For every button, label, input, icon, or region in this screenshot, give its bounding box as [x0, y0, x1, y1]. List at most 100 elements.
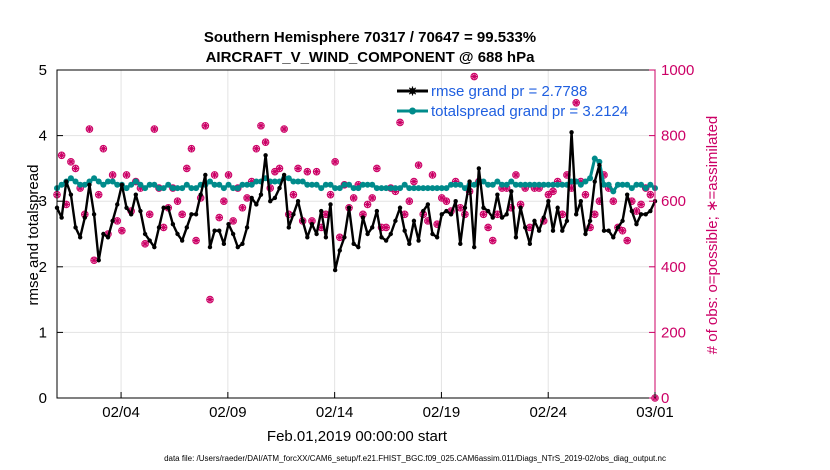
totalspread-marker — [332, 185, 339, 192]
obs-assimilated-marker — [549, 188, 557, 195]
obs-assimilated-marker — [545, 191, 552, 198]
totalspread-marker — [448, 181, 455, 188]
obs-assimilated-marker — [271, 168, 279, 175]
rmse-marker — [601, 228, 607, 233]
rmse-marker — [170, 221, 176, 227]
totalspread-marker — [165, 181, 172, 188]
obs-possible-marker — [405, 197, 414, 205]
obs-possible-marker — [312, 167, 321, 176]
totalspread-marker — [387, 185, 394, 192]
totalspread-marker — [72, 178, 79, 185]
obs-assimilated-marker — [86, 125, 93, 133]
right-axis: 0 200 400 600 800 1000 — [649, 62, 694, 407]
rmse-marker — [458, 241, 463, 247]
obs-possible-marker — [479, 210, 488, 219]
rmse-marker — [73, 225, 78, 230]
grid — [57, 69, 656, 399]
obs-possible-marker — [623, 236, 631, 245]
obs-possible-marker — [94, 190, 103, 199]
obs-assimilated-marker — [123, 171, 130, 179]
obs-assimilated-marker — [331, 158, 339, 166]
obs-assimilated-marker — [410, 178, 418, 185]
rmse-marker — [128, 212, 134, 217]
rmse-marker — [370, 225, 375, 230]
obs-assimilated-marker — [90, 257, 98, 264]
rmse-marker — [434, 235, 440, 240]
totalspread-marker — [633, 181, 640, 188]
rmse-marker — [629, 208, 635, 214]
rmse-marker — [546, 199, 551, 204]
plot-area — [53, 69, 659, 402]
totalspread-marker — [155, 185, 162, 192]
rmse-marker — [189, 212, 194, 217]
totalspread-marker — [508, 178, 515, 185]
rmse-line — [55, 131, 657, 272]
rmse-marker — [101, 231, 106, 237]
obs-possible-marker — [108, 171, 117, 179]
totalspread-marker — [322, 181, 329, 188]
totalspread-marker — [336, 185, 343, 192]
rmse-series — [54, 130, 658, 273]
obs-possible-marker — [118, 226, 126, 235]
totalspread-marker — [304, 181, 311, 188]
totalspread-marker — [438, 185, 445, 192]
obs-possible-marker — [238, 203, 247, 212]
obs-assimilated-marker — [183, 165, 190, 172]
y-right-tick-label: 1000 — [661, 62, 694, 79]
totalspread-marker — [193, 185, 200, 192]
totalspread-marker — [628, 185, 635, 192]
rmse-marker — [518, 205, 523, 210]
rmse-marker — [495, 192, 500, 197]
totalspread-marker — [104, 178, 111, 185]
rmse-marker — [77, 235, 83, 240]
totalspread-marker — [647, 181, 654, 188]
obs-assimilated-marker — [369, 194, 376, 202]
rmse-marker — [277, 185, 282, 191]
legend: rmse grand pr = 2.7788 totalspread grand… — [397, 83, 628, 120]
obs-assimilated-marker — [294, 165, 302, 172]
totalspread-marker — [253, 178, 260, 185]
obs-possible-marker — [303, 167, 312, 176]
rmse-marker — [573, 212, 579, 217]
data-file-footnote: data file: /Users/raeder/DAI/ATM_forcXX/… — [164, 454, 666, 463]
totalspread-marker — [369, 181, 376, 188]
rmse-marker — [319, 208, 324, 214]
rmse-marker — [328, 202, 333, 207]
rmse-marker — [490, 215, 495, 220]
obs-assimilated-marker — [336, 234, 343, 241]
obs-possible-marker — [201, 121, 210, 130]
rmse-marker — [244, 225, 250, 230]
rmse-marker — [615, 225, 621, 230]
totalspread-marker — [327, 181, 334, 188]
x-tick-label: 03/01 — [636, 404, 674, 421]
legend-rmse-marker — [408, 86, 417, 96]
rmse-marker — [323, 235, 329, 240]
totalspread-marker — [91, 175, 98, 182]
obs-possible-marker — [252, 144, 261, 153]
obs-possible-marker — [581, 190, 590, 199]
rmse-marker — [221, 241, 227, 247]
rmse-marker — [64, 179, 69, 184]
totalspread-marker — [67, 175, 74, 182]
totalspread-marker — [624, 181, 631, 188]
rmse-marker — [346, 205, 352, 210]
totalspread-marker — [58, 181, 65, 188]
totalspread-marker — [642, 185, 649, 192]
rmse-marker — [523, 225, 528, 230]
totalspread-marker — [471, 181, 478, 188]
rmse-marker — [156, 225, 162, 230]
rmse-marker — [268, 199, 273, 204]
totalspread-marker — [522, 181, 529, 188]
obs-assimilated-marker — [243, 194, 251, 202]
obs-assimilated-marker — [572, 99, 580, 106]
obs-assimilated-marker — [114, 217, 121, 225]
obs-possible-marker — [57, 151, 66, 160]
totalspread-marker — [429, 185, 436, 192]
obs-assimilated-marker — [494, 211, 501, 218]
rmse-marker — [476, 166, 482, 171]
obs-assimilated-marker — [457, 204, 464, 211]
rmse-marker — [235, 244, 240, 250]
rmse-marker — [138, 208, 143, 214]
obs-possible-marker — [396, 118, 404, 127]
